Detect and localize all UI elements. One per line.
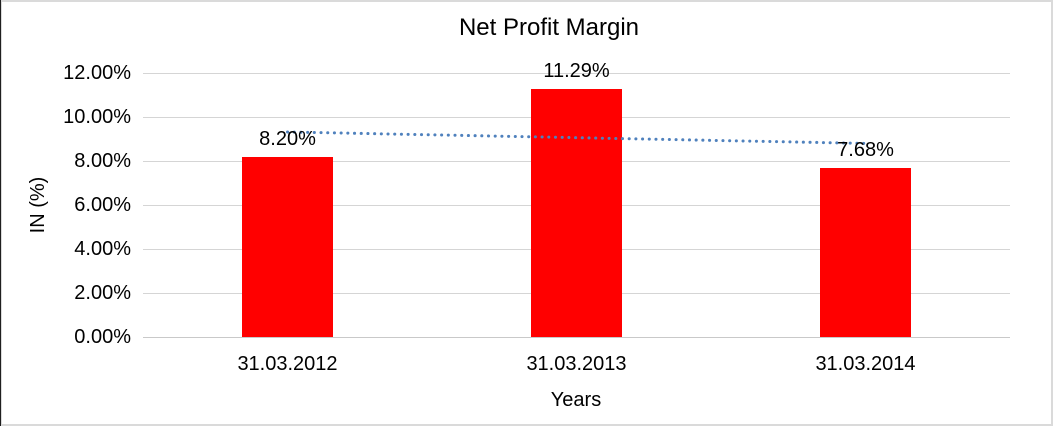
bar-data-label: 8.20% [259,127,316,150]
y-tick-label: 8.00% [74,150,131,172]
x-axis-line [143,336,1010,338]
y-tick-label: 12.00% [63,62,131,84]
y-tick-label: 10.00% [63,106,131,128]
gridline [143,72,1010,74]
bar-31.03.2013 [531,88,622,337]
y-tick-label: 6.00% [74,194,131,216]
bar-data-label: 11.29% [543,59,610,82]
x-axis-title: Years [550,389,602,411]
chart-title: Net Profit Margin [458,14,640,41]
x-tick-label: 31.03.2012 [237,353,338,375]
y-tick-label: 4.00% [74,238,131,260]
frame-left-edge [0,0,1,426]
bar-31.03.2014 [820,168,911,337]
bar-31.03.2012 [242,156,333,337]
y-axis-title: IN (%) [27,176,49,234]
y-tick-label: 2.00% [74,282,131,304]
x-tick-label: 31.03.2014 [815,353,916,375]
y-tick-label: 0.00% [74,326,131,348]
bar-data-label: 7.68% [837,139,894,162]
x-tick-label: 31.03.2013 [526,353,627,375]
